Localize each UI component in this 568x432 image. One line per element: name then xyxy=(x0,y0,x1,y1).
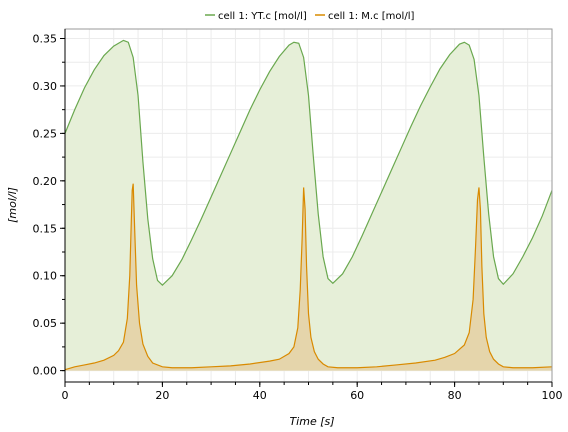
x-tick-label: 20 xyxy=(155,389,169,402)
y-tick-label: 0.25 xyxy=(33,127,58,140)
x-tick-label: 100 xyxy=(542,389,563,402)
y-tick-label: 0.00 xyxy=(33,365,58,378)
series-2-area xyxy=(65,183,552,371)
legend-label-2: cell 1: M.c [mol/l] xyxy=(328,11,414,22)
legend-label-1: cell 1: YT.c [mol/l] xyxy=(218,11,307,22)
x-tick-label: 60 xyxy=(350,389,364,402)
series-1-area xyxy=(65,40,552,371)
series-1-line xyxy=(64,39,553,287)
series-2-line xyxy=(64,183,553,371)
y-tick-label: 0.20 xyxy=(33,175,58,188)
y-axis-label: [mol/l] xyxy=(6,187,19,223)
x-tick-label: 0 xyxy=(62,389,69,402)
y-tick-label: 0.10 xyxy=(33,270,58,283)
series-lines xyxy=(64,39,553,371)
legend: cell 1: YT.c [mol/l] cell 1: M.c [mol/l] xyxy=(205,11,414,22)
x-tick-label: 80 xyxy=(448,389,462,402)
y-tick-label: 0.35 xyxy=(33,32,58,45)
y-tick-label: 0.05 xyxy=(33,317,58,330)
y-tick-label: 0.30 xyxy=(33,80,58,93)
y-tick-label: 0.15 xyxy=(33,222,58,235)
x-axis-label: Time [s] xyxy=(289,415,334,428)
series-areas xyxy=(65,40,552,371)
axes: 0 20 40 60 80 100 0.00 0.05 0.10 0.15 0.20 0.25 0.30… xyxy=(33,28,563,402)
x-tick-label: 40 xyxy=(253,389,267,402)
